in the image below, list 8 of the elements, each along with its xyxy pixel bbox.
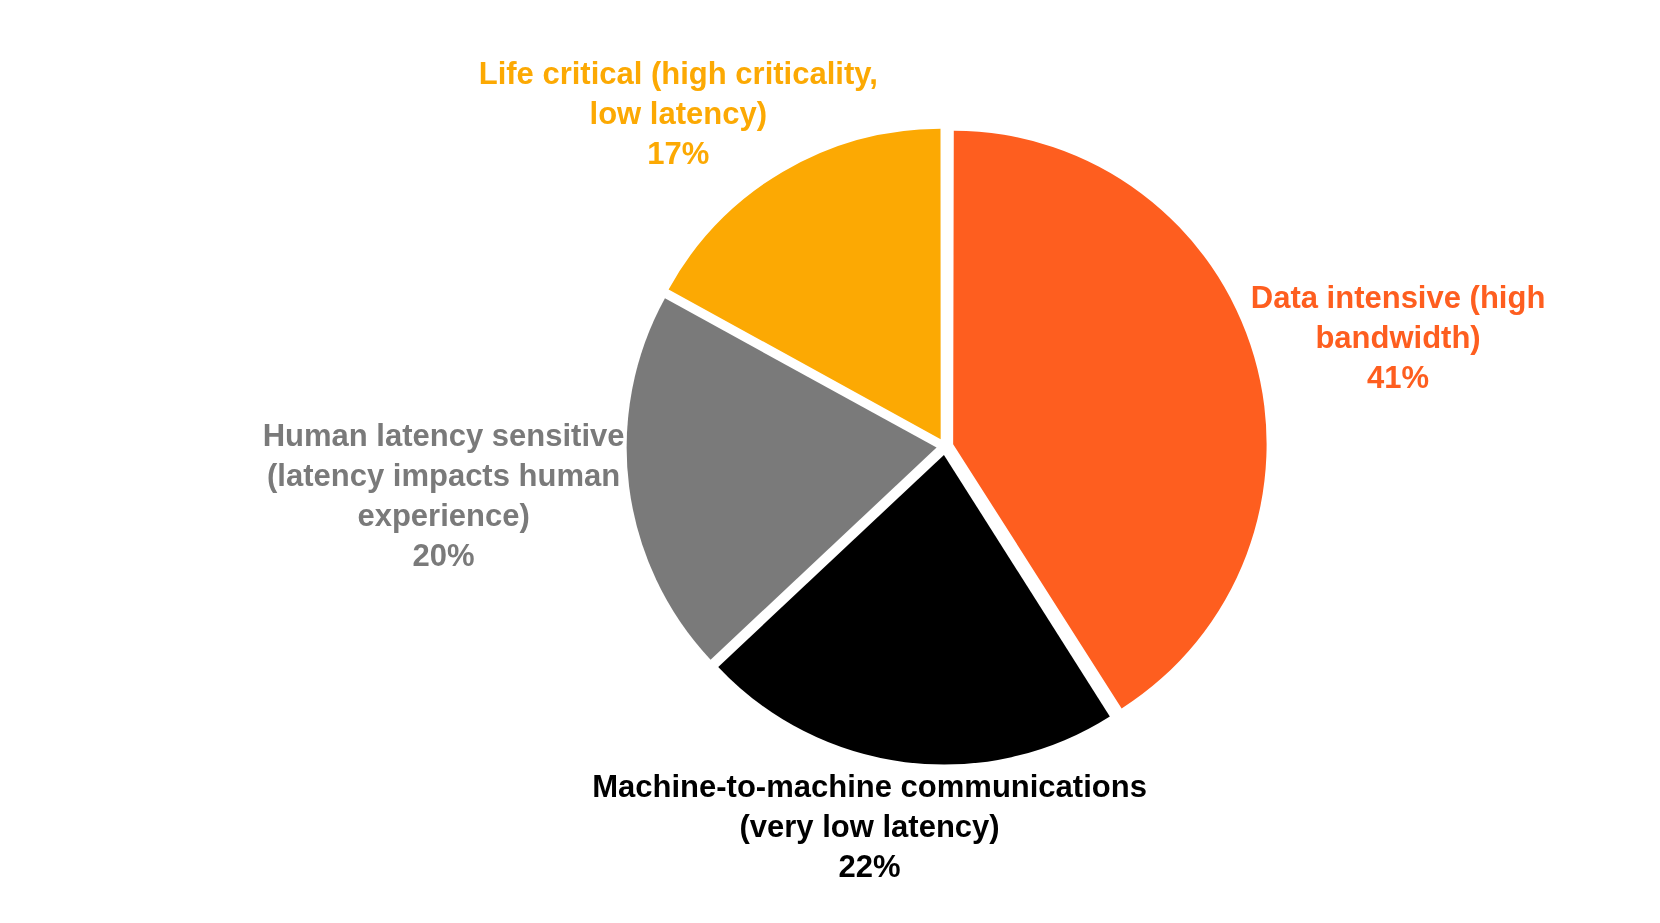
data-label: 17% bbox=[647, 136, 710, 172]
slice-label: Life critical (high criticality, low latency) bbox=[478, 56, 878, 132]
slice-label: Human latency sensitive (latency impacts human experience) bbox=[262, 417, 625, 533]
data-label: 22% bbox=[838, 848, 901, 884]
slice-label: Data intensive (high bandwidth) bbox=[1250, 279, 1546, 355]
data-label: 20% bbox=[412, 537, 475, 573]
data-label: 41% bbox=[1367, 359, 1430, 395]
slice-label: Machine-to-machine communications (very low latency) bbox=[592, 768, 1147, 844]
